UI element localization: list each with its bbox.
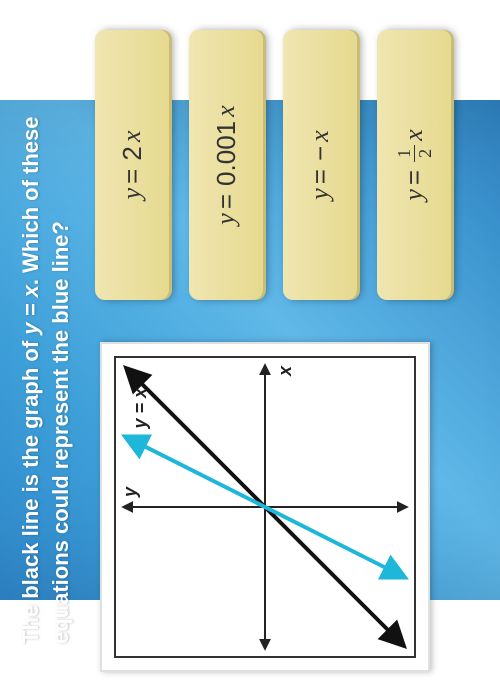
choice-coef: − <box>305 146 336 161</box>
content: The black line is the graph of y = x. Wh… <box>0 0 500 700</box>
app-root: The black line is the graph of y = x. Wh… <box>0 100 500 600</box>
choice-button-2[interactable]: y = 0.001 x <box>189 30 263 300</box>
choice-var: x <box>305 130 335 142</box>
equals-sign: = <box>117 169 148 184</box>
choice-button-1[interactable]: y = 2 x <box>95 30 169 300</box>
choice-lhs: y <box>305 188 335 200</box>
choice-lhs: y <box>117 188 147 200</box>
choice-var: x <box>399 129 429 141</box>
choice-lhs: y <box>211 213 241 225</box>
graph-svg <box>116 358 414 656</box>
choice-button-3[interactable]: y = − x <box>283 30 357 300</box>
choice-var: x <box>211 105 241 117</box>
equals-sign: = <box>399 170 430 185</box>
equals-sign: = <box>305 169 336 184</box>
graph-area: y x y = x <box>114 356 416 658</box>
frac-denominator: 2 <box>415 149 434 158</box>
question-prefix: The black line is the graph of <box>18 335 43 644</box>
equals-sign: = <box>211 194 242 209</box>
black-line-label: y = x <box>130 388 151 429</box>
frac-numerator: 1 <box>395 145 415 162</box>
choice-var: x <box>117 131 147 143</box>
question-inline-equation: y = x <box>18 285 43 335</box>
graph-panel: y x y = x <box>100 342 430 672</box>
speaker-icon <box>27 657 45 675</box>
choice-lhs: y <box>399 189 429 201</box>
choice-button-4[interactable]: y = 1 2 x <box>377 30 451 300</box>
question-text: The black line is the graph of y = x. Wh… <box>16 24 75 644</box>
fraction-icon: 1 2 <box>395 145 434 162</box>
y-axis-label: y <box>120 487 141 497</box>
choices-list: y = 2 x y = 0.001 x y = − x y = 1 2 x <box>95 30 451 300</box>
choice-coef: 0.001 <box>211 121 242 186</box>
audio-button[interactable] <box>20 650 52 682</box>
x-axis-label: x <box>275 366 296 376</box>
choice-coef: 2 <box>117 146 148 160</box>
